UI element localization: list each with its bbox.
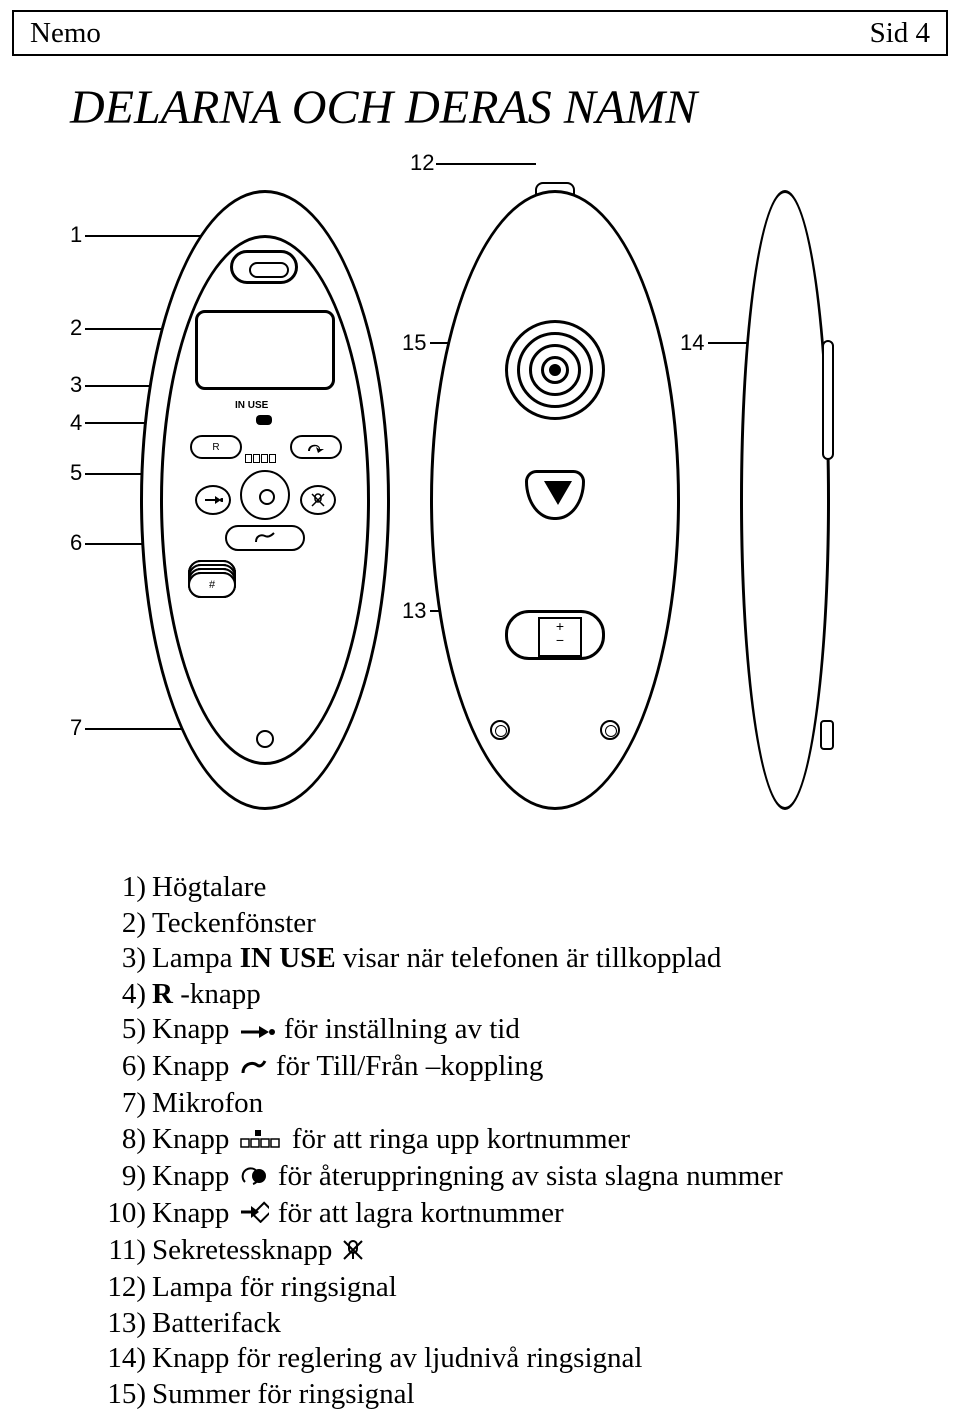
nav-circle: [240, 470, 290, 520]
memory-icon: [245, 450, 285, 462]
label-15: 15: [402, 330, 426, 356]
page-title: DELARNA OCH DERAS NAMN: [70, 80, 697, 135]
redial-button: [290, 435, 342, 459]
label-12: 12: [410, 150, 434, 176]
list-item: 13)Batterifack: [90, 1306, 920, 1342]
list-item: 3)Lampa IN USE visar när telefonen är ti…: [90, 941, 920, 977]
label-5: 5: [70, 460, 82, 486]
label-4: 4: [70, 410, 82, 436]
label-3: 3: [70, 372, 82, 398]
key-hash: #: [188, 572, 236, 598]
list-item: 14)Knapp för reglering av ljudnivå rings…: [90, 1341, 920, 1377]
list-item: 11)Sekretessknapp: [90, 1233, 920, 1270]
mute-icon: [342, 1235, 364, 1271]
label-6: 6: [70, 530, 82, 556]
list-item: 2)Teckenfönster: [90, 906, 920, 942]
battery-compartment: [505, 610, 605, 660]
microphone: [256, 730, 274, 748]
screw: [600, 720, 620, 740]
header-page: Sid 4: [870, 17, 930, 50]
header-left: Nemo: [30, 17, 101, 50]
list-item: 5)Knapp för inställning av tid: [90, 1012, 920, 1049]
memory-icon: [239, 1123, 283, 1159]
label-2: 2: [70, 315, 82, 341]
talk-button: [225, 525, 305, 551]
buzzer: [505, 320, 605, 420]
handset-icon: [239, 1051, 267, 1087]
time-button: [195, 485, 231, 515]
list-item: 10)Knapp för att lagra kortnummer: [90, 1196, 920, 1233]
list-item: 9)Knapp för återuppringning av sista sla…: [90, 1159, 920, 1196]
list-item: 12)Lampa för ringsignal: [90, 1270, 920, 1306]
volume-slider: [822, 340, 834, 460]
label-7: 7: [70, 715, 82, 741]
phone-back-view: [430, 190, 680, 810]
in-use-lamp: [256, 415, 272, 425]
list-item: 6)Knapp för Till/Från –koppling: [90, 1049, 920, 1086]
display-screen: [195, 310, 335, 390]
list-item: 8)Knapp för att ringa upp kortnummer: [90, 1122, 920, 1159]
r-button: R: [190, 435, 242, 459]
phone-diagram: 1 2 3 4 5 6 7 8 9 10 11 12 15 14 13 IN U…: [80, 160, 880, 830]
parts-list: 1)Högtalare 2)Teckenfönster 3)Lampa IN U…: [90, 870, 920, 1412]
redial-icon: [239, 1160, 269, 1196]
label-14: 14: [680, 330, 704, 356]
list-item: 15)Summer för ringsignal: [90, 1377, 920, 1412]
arrow-dot-icon: [239, 1014, 275, 1050]
mute-button: [300, 485, 336, 515]
list-item: 1)Högtalare: [90, 870, 920, 906]
side-tab: [820, 720, 834, 750]
list-item: 7)Mikrofon: [90, 1086, 920, 1122]
earpiece: [230, 250, 298, 284]
in-use-label: IN USE: [235, 400, 268, 411]
phone-front-view: IN USE R 1 ABC2 3DEF GHI4 JKL5 6MNO: [140, 190, 390, 810]
list-item: 4)R -knapp: [90, 977, 920, 1013]
label-1: 1: [70, 222, 82, 248]
label-13: 13: [402, 598, 426, 624]
screw: [490, 720, 510, 740]
page-header: Nemo Sid 4: [12, 10, 948, 56]
phone-side-view: [740, 190, 830, 810]
store-icon: [239, 1197, 269, 1233]
